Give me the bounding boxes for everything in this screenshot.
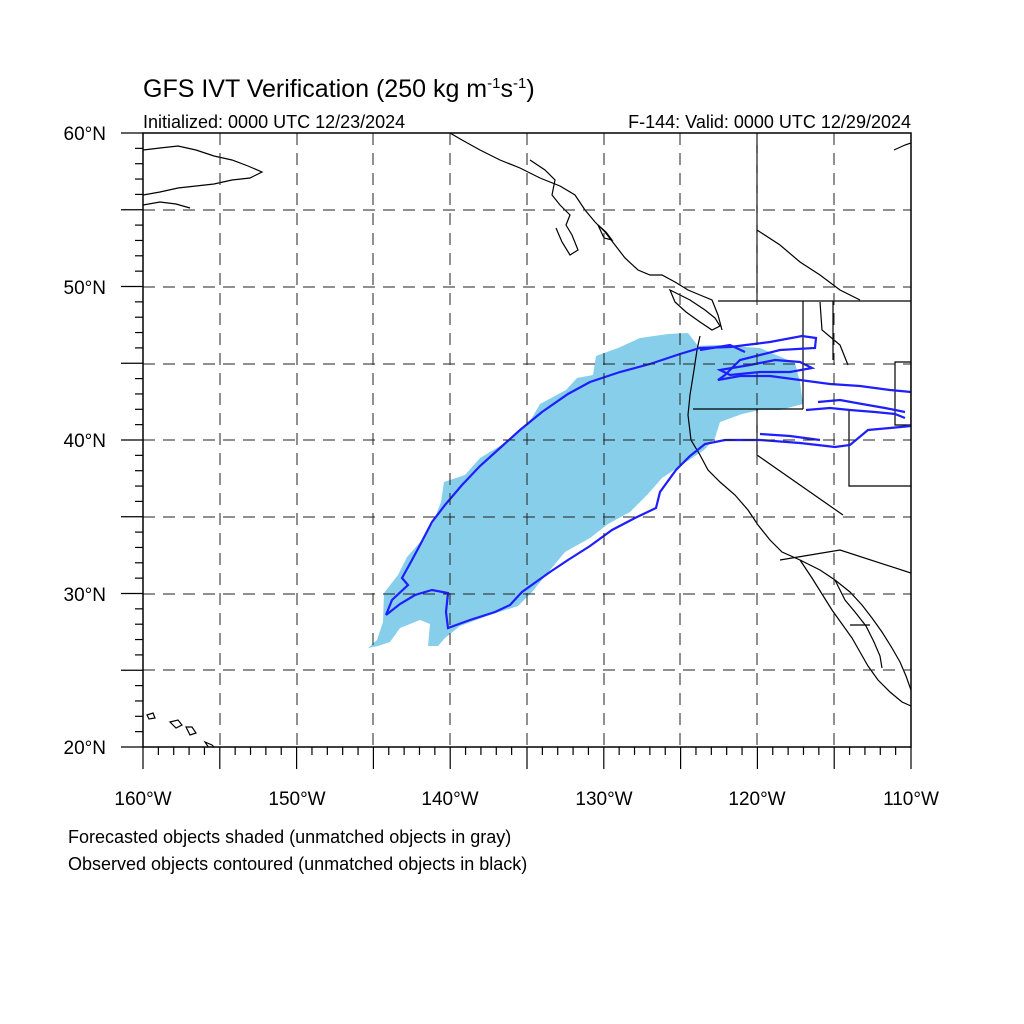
coastlines	[143, 133, 911, 747]
lat-label-50: 50°N	[64, 278, 106, 299]
valid-time-label: F-144: Valid: 0000 UTC 12/29/2024	[628, 112, 911, 132]
lat-label-30: 30°N	[64, 585, 106, 606]
gridlines	[143, 133, 911, 747]
lat-label-60: 60°N	[64, 124, 106, 145]
lon-label-110w: 110°W	[883, 789, 939, 810]
latitude-labels: 20°N 30°N 40°N 50°N 60°N	[64, 124, 106, 759]
observed-contour-main	[385, 424, 911, 630]
lon-label-150w: 150°W	[268, 789, 325, 810]
lon-label-140w: 140°W	[421, 789, 478, 810]
observed-ivt-contours	[384, 334, 911, 630]
forecast-ivt-object	[368, 333, 803, 648]
tick-marks	[121, 132, 912, 769]
lon-label-120w: 120°W	[728, 789, 785, 810]
init-time-label: Initialized: 0000 UTC 12/23/2024	[143, 112, 405, 132]
lon-label-160w: 160°W	[114, 789, 171, 810]
longitude-labels: 160°W 150°W 140°W 130°W 120°W 110°W	[114, 789, 939, 810]
lon-label-130w: 130°W	[575, 789, 632, 810]
map-title: GFS IVT Verification (250 kg m-1s-1)	[143, 75, 535, 103]
caption-forecast: Forecasted objects shaded (unmatched obj…	[68, 827, 511, 847]
lat-label-20: 20°N	[64, 738, 106, 759]
lat-label-40: 40°N	[64, 431, 106, 452]
caption-observed: Observed objects contoured (unmatched ob…	[68, 854, 527, 874]
